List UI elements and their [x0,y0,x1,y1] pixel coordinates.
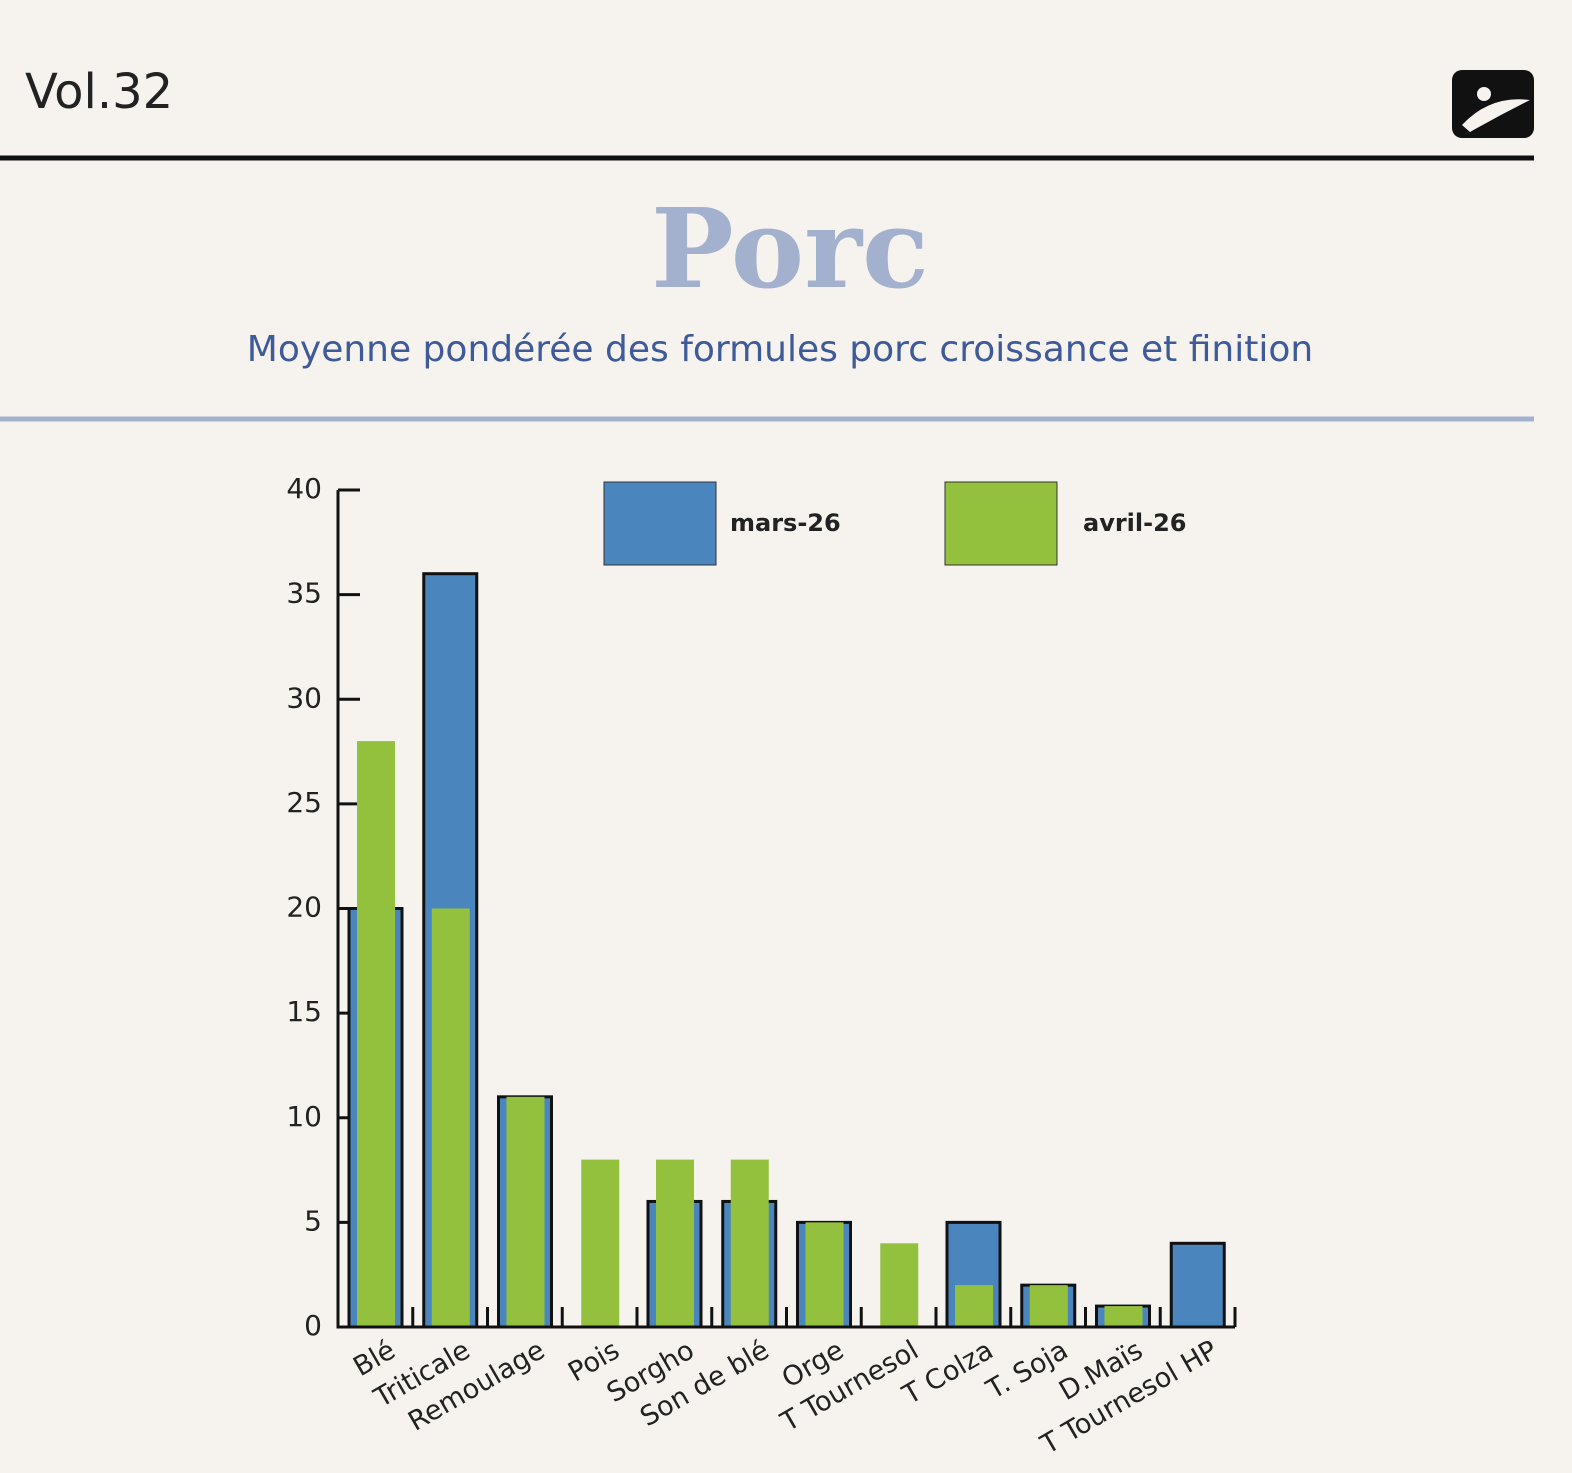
bar [880,1243,919,1327]
bar [805,1222,844,1327]
y-tick-label: 15 [286,995,322,1028]
bar [955,1285,993,1327]
bar [1029,1285,1068,1327]
y-tick-label: 10 [286,1100,322,1133]
bar [1104,1306,1143,1327]
y-tick-label: 40 [286,472,322,505]
bar [357,741,395,1327]
bar [1169,1241,1226,1329]
y-tick-label: 5 [304,1204,322,1237]
bar [581,1159,620,1327]
chart-subtitle: Moyenne pondérée des formules porc crois… [247,329,1313,370]
legend-label: avril-26 [1083,509,1187,537]
bar [656,1159,694,1327]
y-tick-label: 25 [286,786,322,819]
bar [730,1159,769,1327]
legend-label: mars-26 [730,509,841,537]
legend-swatch [944,481,1058,566]
y-tick-label: 30 [286,681,322,714]
bar [431,908,470,1327]
chart-title: Porc [651,184,929,313]
y-tick-label: 0 [304,1309,322,1342]
volume: Vol.32 [25,64,173,120]
logo [1452,70,1534,138]
legend-swatch [603,481,717,566]
y-tick-label: 20 [286,891,322,924]
bar [506,1096,545,1327]
y-tick-label: 35 [286,577,322,610]
